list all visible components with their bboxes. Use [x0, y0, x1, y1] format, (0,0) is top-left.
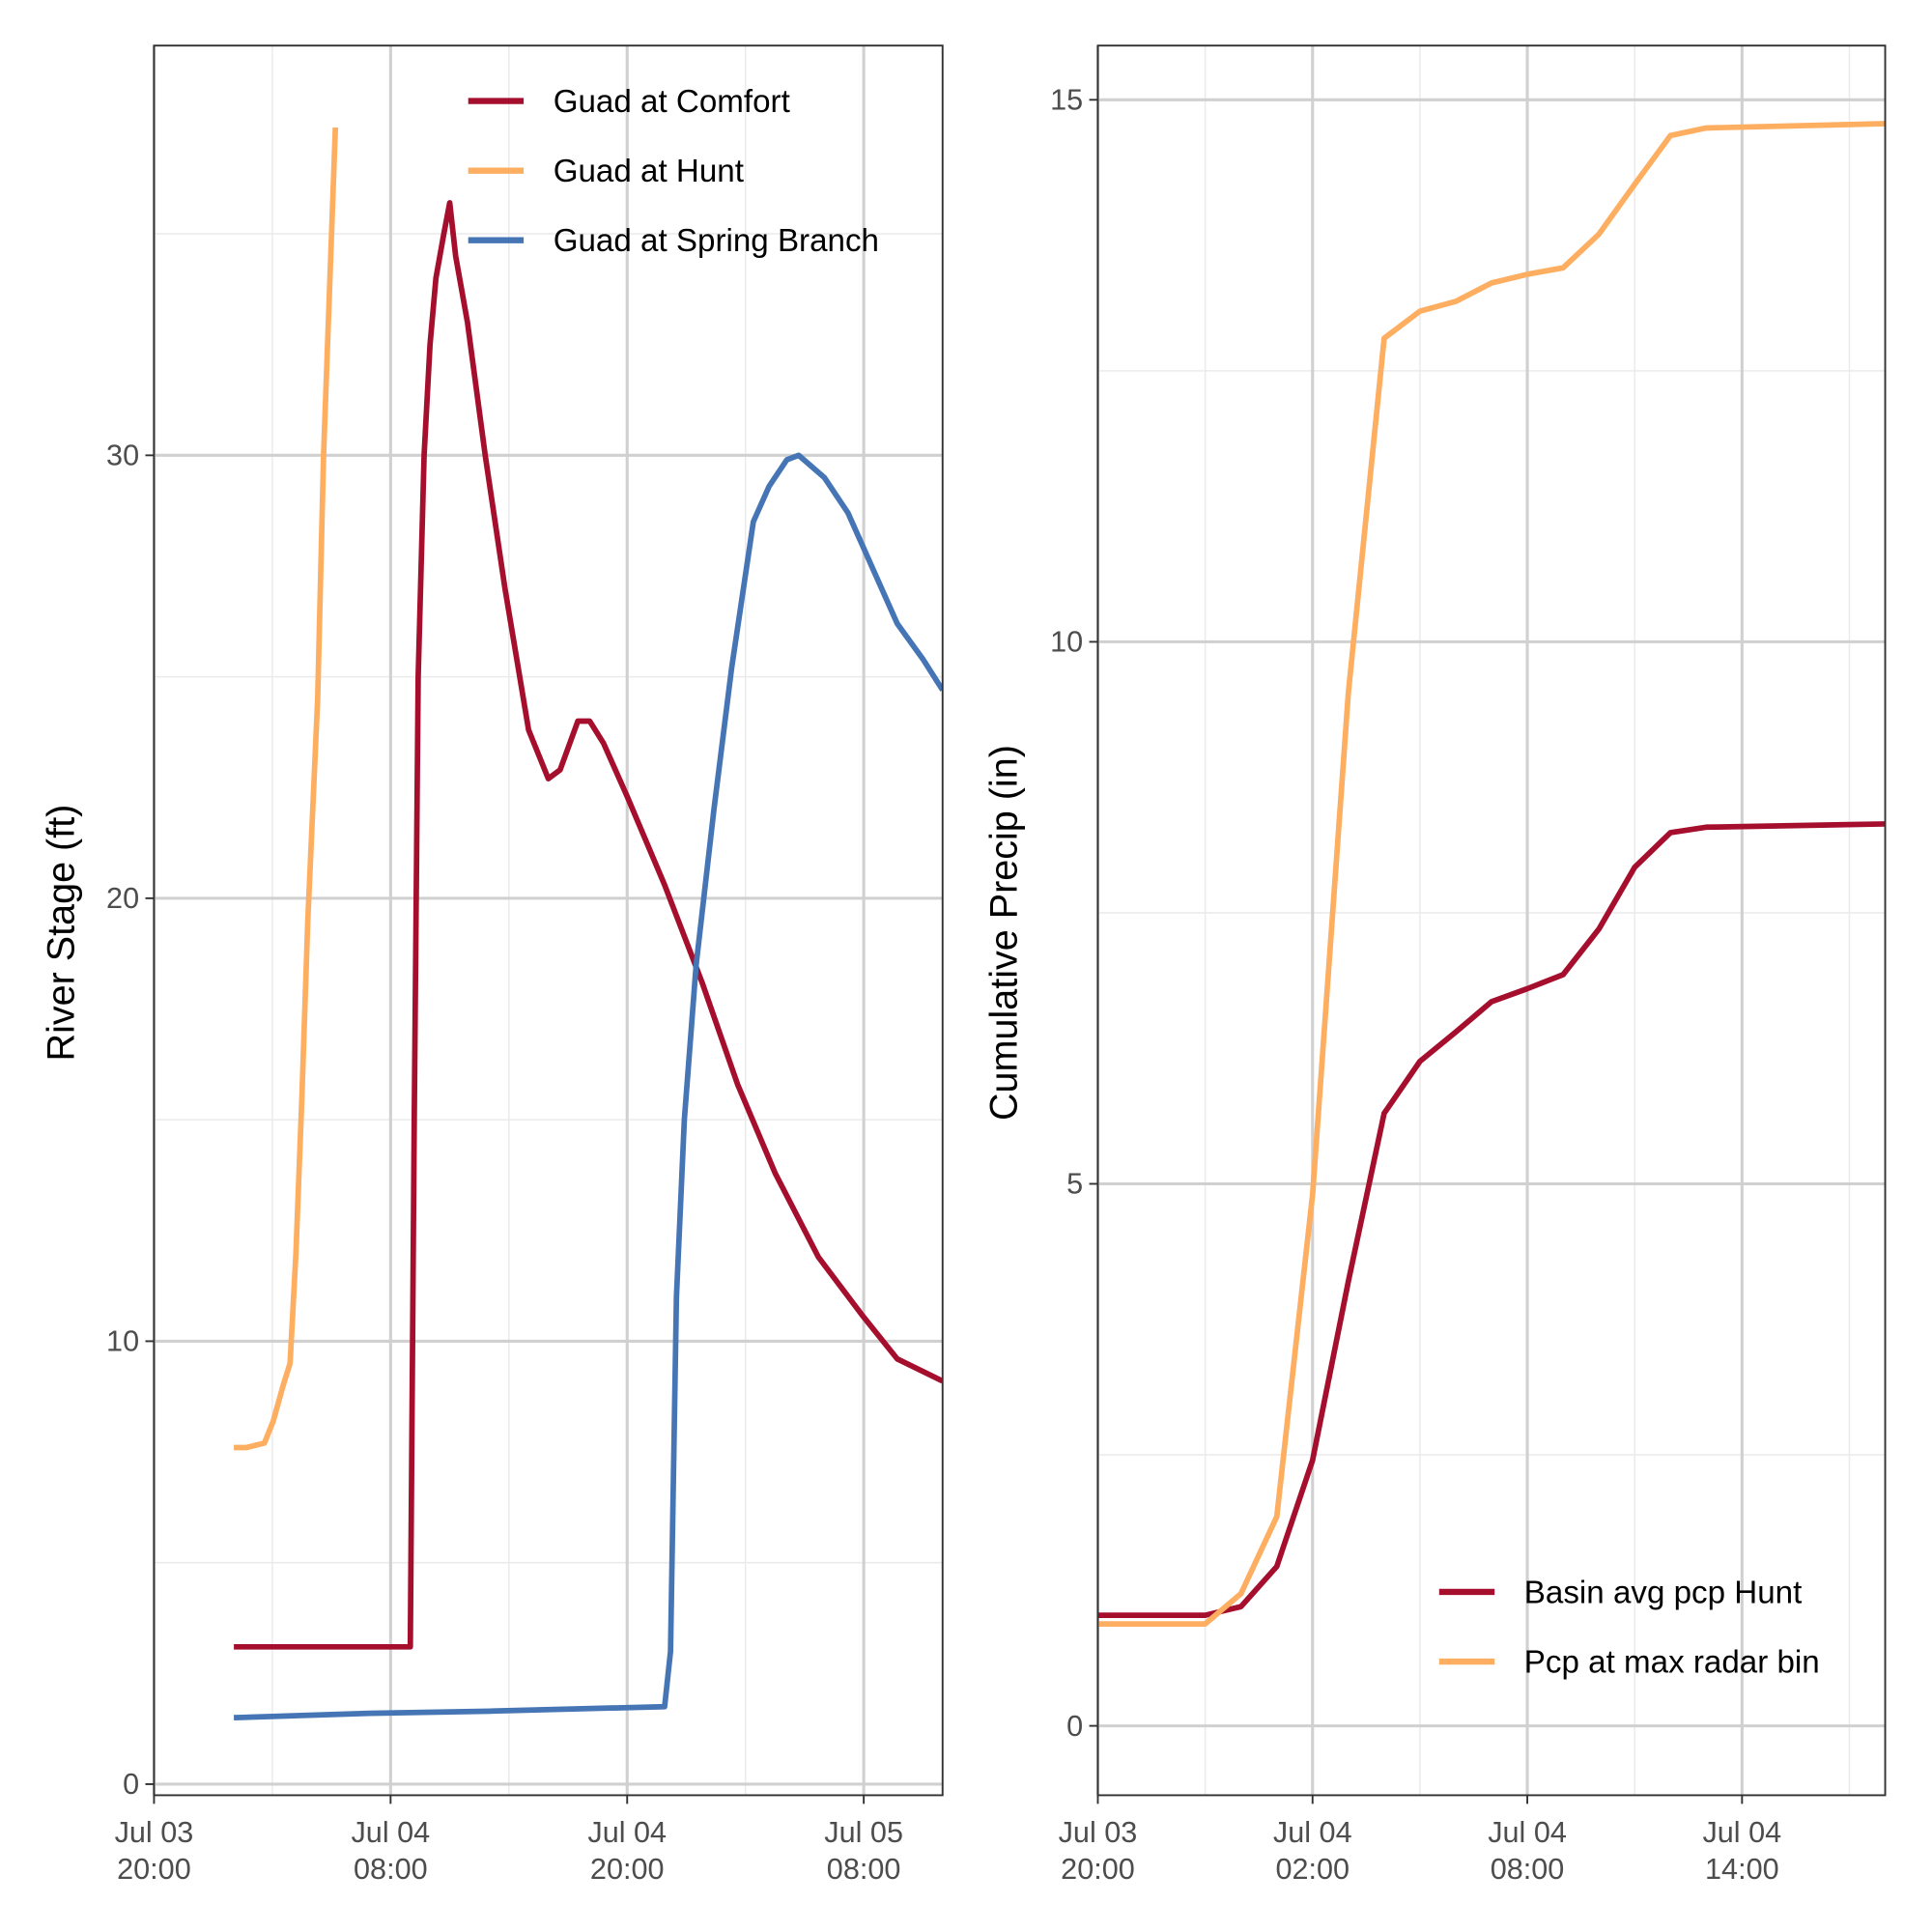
x-tick-label: Jul 04 08:00	[351, 1816, 430, 1886]
panel-border	[1096, 44, 1887, 1797]
legend-label: Guad at Spring Branch	[554, 223, 879, 259]
x-tick-label: Jul 03 20:00	[115, 1816, 194, 1886]
series-line	[234, 127, 339, 1451]
y-tick-label: 15	[1050, 84, 1083, 117]
legend-label: Guad at Comfort	[554, 84, 790, 120]
x-tick-label: Jul 04 02:00	[1273, 1816, 1352, 1886]
y-tick-label: 20	[106, 882, 139, 915]
legend-label: Pcp at max radar bin	[1524, 1645, 1820, 1681]
y-axis-title: River Stage (ft)	[41, 805, 83, 1062]
series-line	[1097, 121, 1886, 1627]
series-line	[233, 452, 943, 1721]
series-line	[1097, 821, 1886, 1618]
y-tick-label: 0	[1066, 1710, 1083, 1743]
x-tick-label: Jul 03 20:00	[1059, 1816, 1138, 1886]
panel-border	[153, 44, 944, 1797]
x-tick-label: Jul 05 08:00	[824, 1816, 903, 1886]
y-tick-label: 10	[1050, 626, 1083, 659]
y-tick-label: 10	[106, 1325, 139, 1358]
x-tick-label: Jul 04 14:00	[1702, 1816, 1781, 1886]
legend-label: Basin avg pcp Hunt	[1524, 1575, 1803, 1610]
y-tick-label: 0	[123, 1768, 139, 1801]
x-tick-label: Jul 04 20:00	[587, 1816, 667, 1886]
series-line	[234, 200, 943, 1650]
y-tick-label: 30	[106, 440, 139, 472]
legend-label: Guad at Hunt	[554, 154, 744, 189]
y-axis-title: Cumulative Precip (in)	[982, 745, 1025, 1121]
x-tick-label: Jul 04 08:00	[1488, 1816, 1567, 1886]
y-tick-label: 5	[1066, 1168, 1083, 1201]
